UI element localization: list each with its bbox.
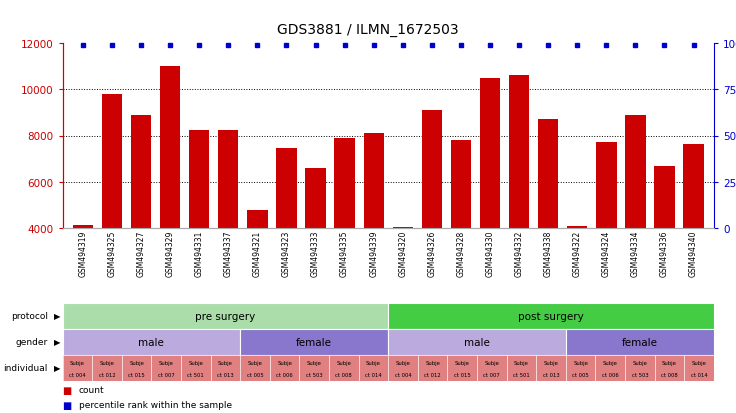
Text: pre surgery: pre surgery xyxy=(195,311,255,321)
Text: protocol: protocol xyxy=(11,312,48,321)
Text: Subje: Subje xyxy=(129,360,144,365)
Text: male: male xyxy=(464,337,490,347)
Bar xyxy=(364,134,384,228)
Text: ct 015: ct 015 xyxy=(454,372,470,377)
Bar xyxy=(247,210,268,228)
Text: ▶: ▶ xyxy=(54,363,60,373)
Text: ct 007: ct 007 xyxy=(158,372,174,377)
Text: ct 503: ct 503 xyxy=(306,372,322,377)
Text: Subje: Subje xyxy=(247,360,263,365)
Text: Subje: Subje xyxy=(307,360,322,365)
Text: Subje: Subje xyxy=(692,360,707,365)
Text: ct 008: ct 008 xyxy=(661,372,678,377)
Bar xyxy=(480,78,500,228)
Text: Subje: Subje xyxy=(544,360,559,365)
Text: ct 013: ct 013 xyxy=(217,372,234,377)
Text: Subje: Subje xyxy=(514,360,529,365)
Bar xyxy=(218,131,238,228)
Text: post surgery: post surgery xyxy=(518,311,584,321)
Text: ct 005: ct 005 xyxy=(573,372,589,377)
Text: Subje: Subje xyxy=(484,360,499,365)
Text: count: count xyxy=(79,386,105,394)
Text: Subje: Subje xyxy=(455,360,470,365)
Text: percentile rank within the sample: percentile rank within the sample xyxy=(79,401,232,410)
Text: ct 501: ct 501 xyxy=(513,372,530,377)
Text: Subje: Subje xyxy=(159,360,174,365)
Bar xyxy=(538,120,559,228)
Text: ct 004: ct 004 xyxy=(69,372,85,377)
Bar xyxy=(509,76,529,228)
Text: male: male xyxy=(138,337,164,347)
Text: ct 503: ct 503 xyxy=(631,372,648,377)
Text: ct 012: ct 012 xyxy=(424,372,441,377)
Bar xyxy=(73,225,93,228)
Text: ct 012: ct 012 xyxy=(99,372,116,377)
Text: ct 006: ct 006 xyxy=(602,372,619,377)
Text: ct 007: ct 007 xyxy=(484,372,500,377)
Bar xyxy=(131,115,152,228)
Bar xyxy=(596,143,617,228)
Text: ct 006: ct 006 xyxy=(276,372,293,377)
Bar xyxy=(654,166,675,228)
Text: female: female xyxy=(622,337,658,347)
Text: ■: ■ xyxy=(63,400,72,410)
Text: ct 008: ct 008 xyxy=(336,372,353,377)
Text: ct 015: ct 015 xyxy=(128,372,145,377)
Text: ct 014: ct 014 xyxy=(365,372,382,377)
Text: Subje: Subje xyxy=(366,360,381,365)
Text: GDS3881 / ILMN_1672503: GDS3881 / ILMN_1672503 xyxy=(277,23,459,37)
Text: Subje: Subje xyxy=(632,360,648,365)
Text: ■: ■ xyxy=(63,385,72,395)
Text: Subje: Subje xyxy=(188,360,203,365)
Bar xyxy=(392,227,413,228)
Text: Subje: Subje xyxy=(396,360,411,365)
Text: Subje: Subje xyxy=(662,360,677,365)
Bar xyxy=(334,138,355,228)
Text: ▶: ▶ xyxy=(54,338,60,347)
Text: Subje: Subje xyxy=(277,360,292,365)
Text: Subje: Subje xyxy=(336,360,351,365)
Text: Subje: Subje xyxy=(425,360,440,365)
Text: ▶: ▶ xyxy=(54,312,60,321)
Bar xyxy=(189,131,210,228)
Bar xyxy=(276,149,297,228)
Text: Subje: Subje xyxy=(573,360,588,365)
Text: ct 004: ct 004 xyxy=(394,372,411,377)
Text: female: female xyxy=(296,337,332,347)
Bar xyxy=(422,111,442,228)
Text: ct 014: ct 014 xyxy=(691,372,707,377)
Bar xyxy=(305,169,326,228)
Bar xyxy=(450,141,471,228)
Text: Subje: Subje xyxy=(70,360,85,365)
Text: Subje: Subje xyxy=(99,360,114,365)
Bar xyxy=(625,115,645,228)
Text: Subje: Subje xyxy=(218,360,233,365)
Text: gender: gender xyxy=(15,338,48,347)
Text: ct 005: ct 005 xyxy=(247,372,263,377)
Text: ct 501: ct 501 xyxy=(188,372,204,377)
Text: ct 013: ct 013 xyxy=(542,372,559,377)
Text: Subje: Subje xyxy=(603,360,618,365)
Bar xyxy=(102,95,122,228)
Bar xyxy=(160,67,180,228)
Text: individual: individual xyxy=(4,363,48,373)
Bar xyxy=(684,144,704,228)
Bar xyxy=(567,226,587,228)
